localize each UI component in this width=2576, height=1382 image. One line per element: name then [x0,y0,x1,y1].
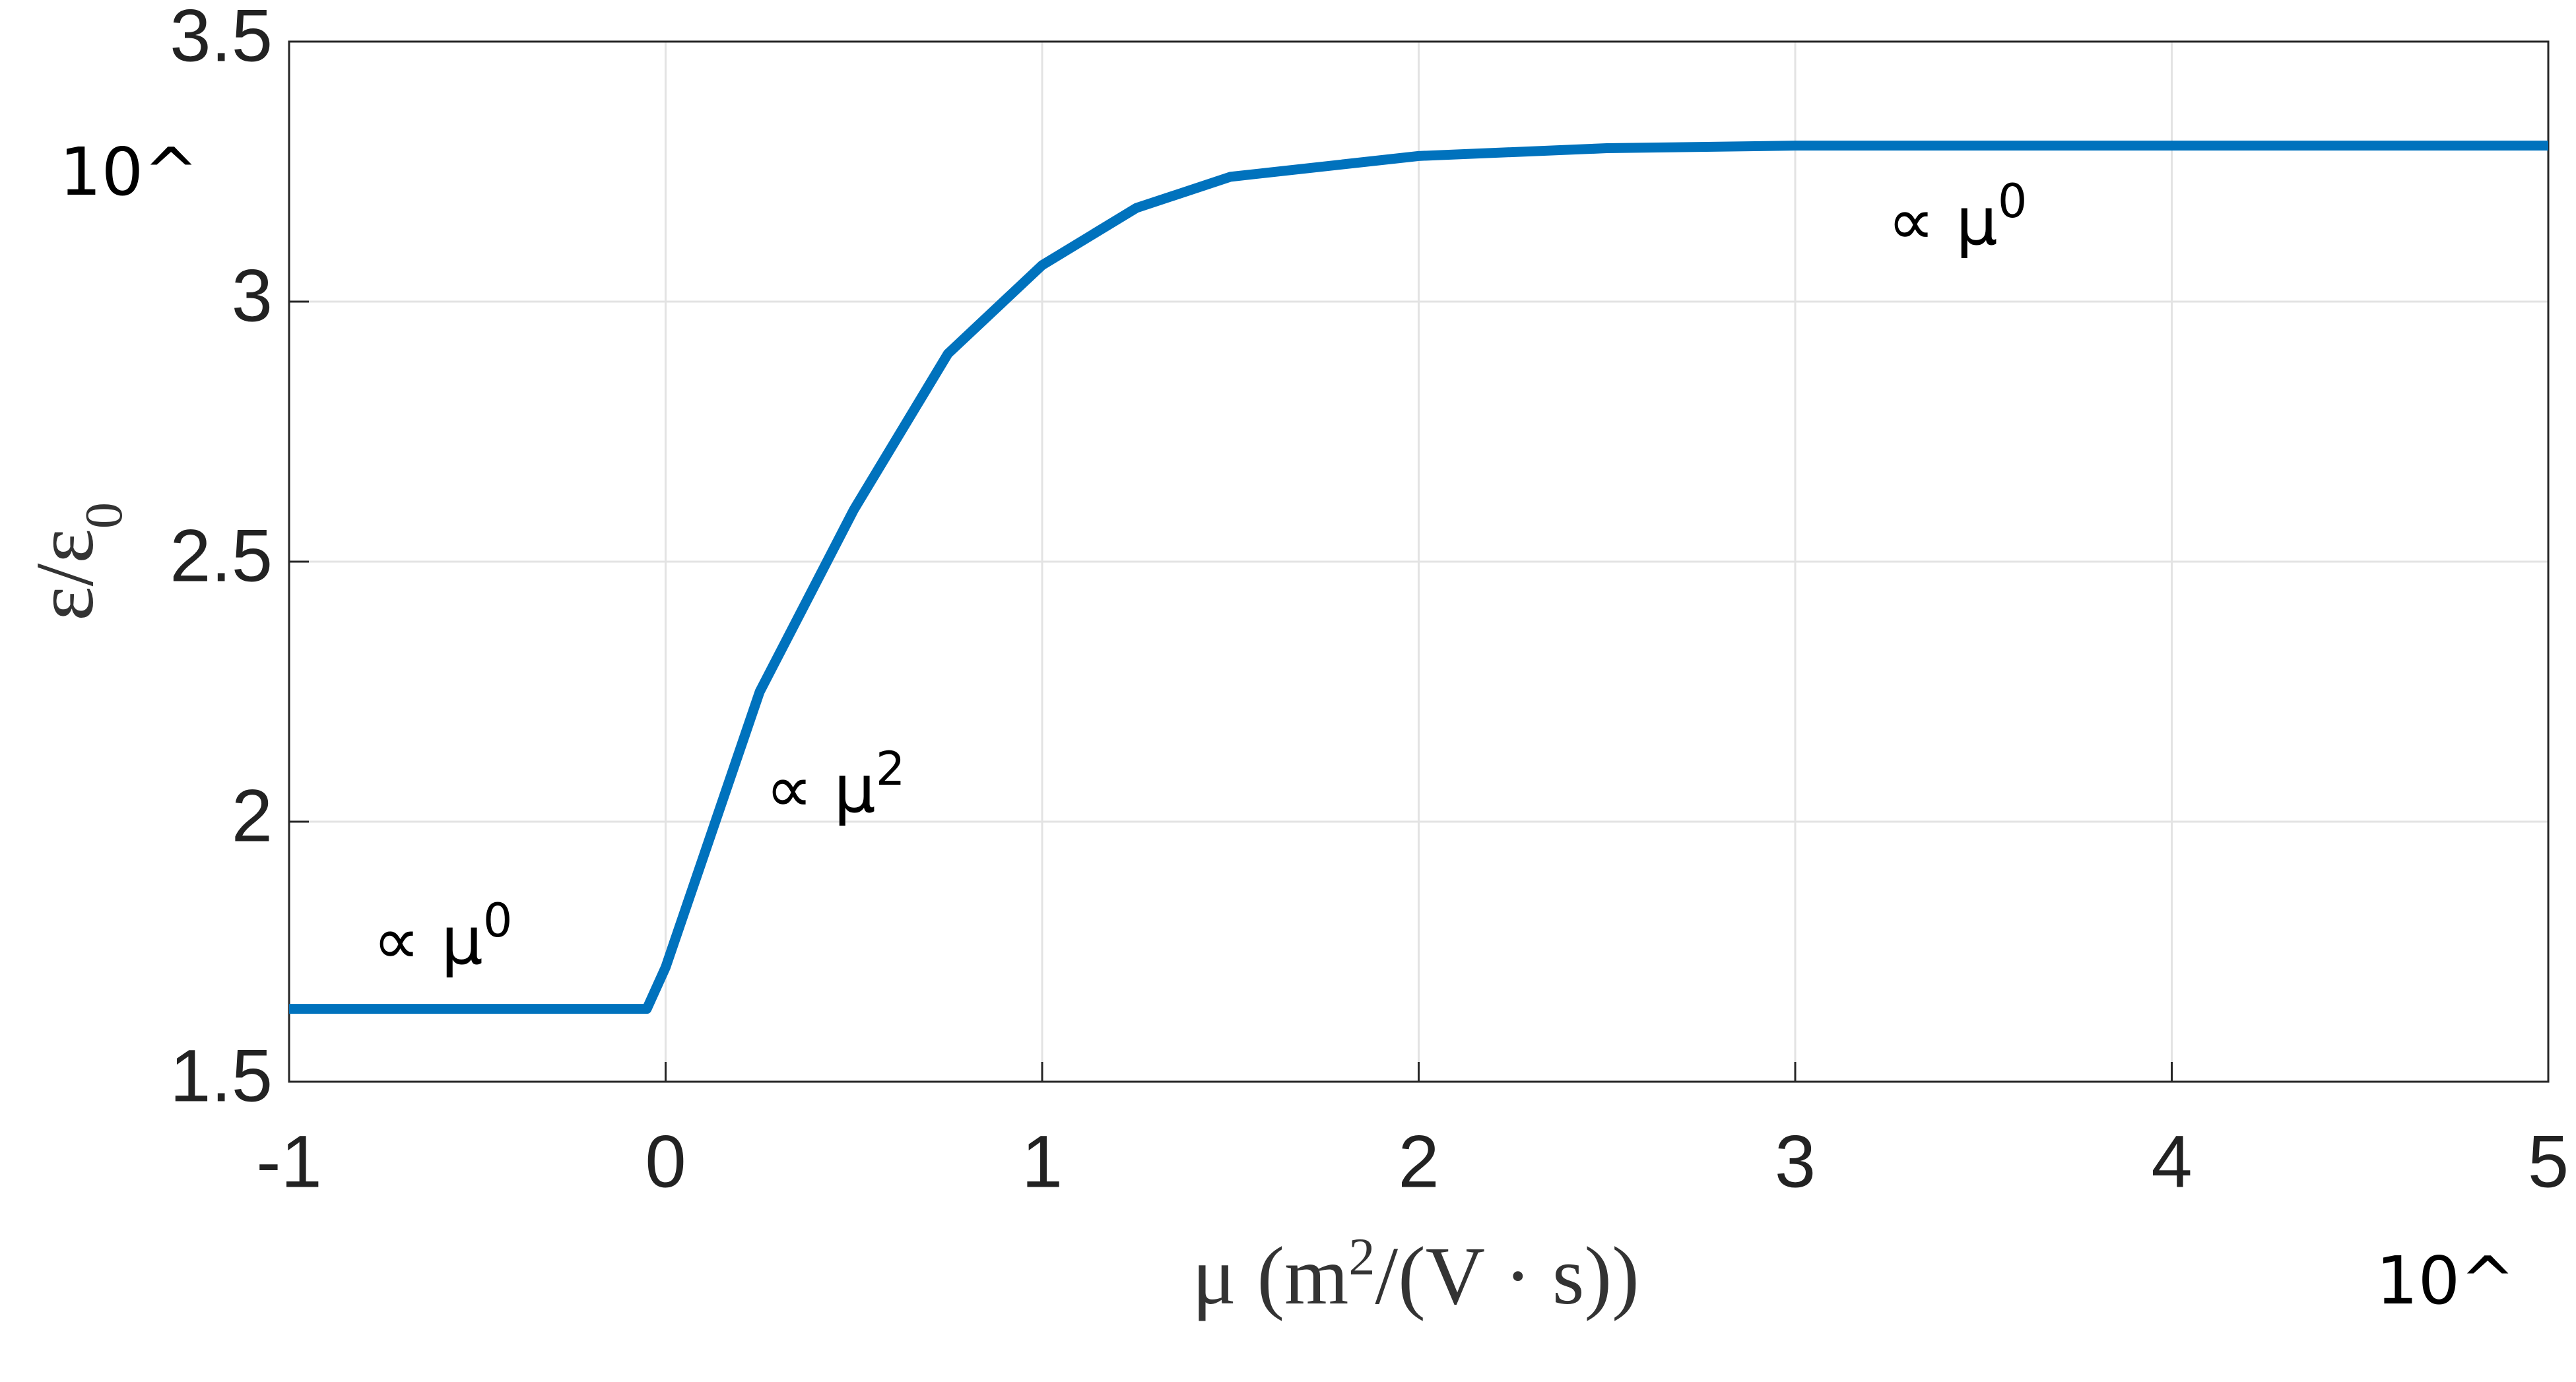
axes-box [288,40,2550,1083]
y-tick-label: 3.5 [170,0,273,77]
x-tick-label: 2 [1398,1121,1439,1203]
x-axis-label: μ (m2/(V · s)) [1192,1228,1639,1322]
x-axis-label-part: /(V · s)) [1375,1231,1639,1322]
x-tick-label: -1 [256,1121,322,1203]
x-tick-label: 1 [1022,1121,1063,1203]
y-axis-label: ε/ε0 [20,502,133,621]
x-tick-label: 3 [1775,1121,1816,1203]
x-tick-label: 5 [2528,1121,2569,1203]
annotation: ∝ μ0 [1888,174,2027,260]
annotation-text: 10^ [59,133,199,211]
y-tick-label: 3 [232,255,273,337]
x-tick-label: 4 [2151,1121,2192,1203]
annotation: 10^ [2376,1242,2515,1319]
x-tick-label: 0 [645,1121,686,1203]
y-tick-label: 2.5 [170,515,273,597]
y-axis-label-part: 0 [75,502,133,529]
annotation-text: 10^ [2376,1242,2515,1319]
annotation-text: ∝ μ [1888,183,1998,260]
annotation: ∝ μ2 [766,742,905,828]
data-line [289,141,2548,1014]
annotation-sup: 2 [876,742,906,796]
annotation-sup: 0 [1998,174,2028,228]
x-axis-label-part: μ (m [1192,1231,1348,1322]
annotation-text: ∝ μ [766,750,876,828]
y-axis-label-part: ε/ε [20,529,111,621]
x-axis-label-part: 2 [1348,1228,1375,1286]
annotation: ∝ μ0 [373,894,512,979]
annotation: 10^ [59,133,199,211]
y-tick-label: 1.5 [170,1035,273,1117]
y-tick-label: 2 [232,775,273,857]
annotation-sup: 0 [483,894,513,948]
annotation-text: ∝ μ [373,902,483,979]
